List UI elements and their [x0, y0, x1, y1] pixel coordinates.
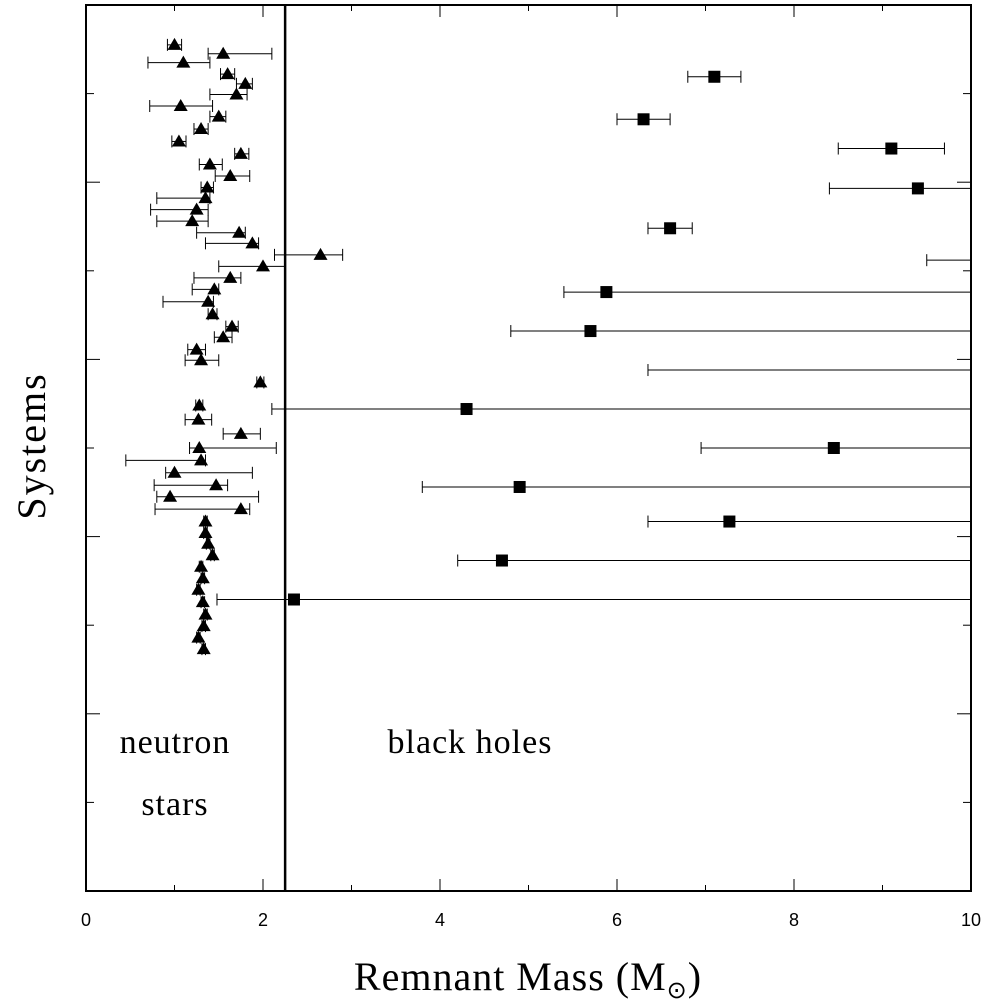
neutron-star-point: [167, 465, 182, 478]
neutron-star-point: [194, 559, 209, 572]
y-axis-label: Systems: [9, 372, 54, 519]
neutron-star-point: [192, 441, 207, 453]
black-hole-point: [723, 515, 736, 528]
black-hole-point: [885, 142, 898, 155]
neutron-star-point: [238, 76, 253, 89]
neutron-star-point: [233, 146, 248, 159]
neutron-label: neutron: [120, 724, 231, 761]
neutron-star-point: [189, 342, 204, 355]
neutron-star-point: [229, 87, 244, 100]
neutron-star-point: [216, 46, 231, 59]
neutron-star-point: [205, 548, 220, 561]
neutron-star-point: [233, 426, 248, 439]
black-hole-point: [911, 182, 924, 195]
neutron-star-point: [196, 619, 211, 632]
neutron-star-point: [209, 478, 224, 491]
neutron-star-point: [191, 582, 206, 595]
x-tick-label: 0: [81, 910, 91, 930]
neutron-star-point: [194, 122, 209, 135]
neutron-star-point: [201, 294, 216, 307]
neutron-star-point: [253, 375, 268, 388]
neutron-star-point: [198, 526, 213, 539]
neutron-star-point: [256, 259, 270, 272]
black-hole-point: [708, 70, 721, 83]
black-hole-point: [460, 403, 473, 416]
x-axis-label: Remnant Mass (M⊙): [354, 954, 702, 1004]
neutron-star-point: [191, 630, 206, 643]
x-tick-label: 8: [789, 910, 799, 930]
axis-ticks: 0 2 4 6 8 10: [81, 5, 981, 930]
neutron-star-point: [194, 353, 209, 366]
neutron-star-point: [192, 398, 207, 411]
black-hole-point: [600, 286, 613, 299]
neutron-star-point: [194, 453, 209, 466]
neutron-star-point: [185, 214, 200, 227]
neutron-star-point: [173, 99, 188, 112]
black-hole-point: [513, 480, 526, 493]
neutron-star-point: [200, 180, 215, 193]
x-tick-label: 10: [961, 910, 981, 930]
x-axis-label-close: ): [688, 954, 702, 999]
x-tick-label: 2: [258, 910, 268, 930]
black-hole-point: [637, 113, 650, 126]
black-hole-point: [664, 222, 677, 235]
neutron-star-point: [223, 270, 238, 283]
neutron-star-point: [191, 412, 206, 425]
stars-label: stars: [141, 786, 208, 823]
plot-frame: [85, 4, 972, 892]
black-hole-point: [827, 442, 840, 454]
neutron-star-point: [198, 191, 213, 204]
neutron-star-point: [225, 319, 240, 332]
neutron-star-point: [232, 225, 247, 238]
neutron-star-point: [205, 307, 220, 320]
neutron-star-point: [189, 202, 204, 215]
neutron-star-point: [216, 330, 231, 343]
neutron-star-point: [202, 157, 217, 170]
neutron-star-series: [125, 37, 344, 656]
neutron-star-point: [211, 109, 226, 122]
black-hole-point: [287, 593, 300, 606]
neutron-star-point: [176, 55, 191, 68]
neutron-star-point: [198, 514, 213, 527]
black-hole-point: [584, 325, 597, 338]
black-hole-point: [495, 554, 508, 567]
neutron-star-point: [223, 168, 238, 181]
x-tick-label: 4: [435, 910, 445, 930]
neutron-star-point: [195, 571, 210, 584]
black-hole-series: [216, 70, 971, 606]
neutron-star-point: [196, 642, 211, 655]
neutron-star-point: [171, 134, 186, 147]
solar-symbol: ⊙: [667, 978, 688, 1004]
neutron-star-point: [245, 236, 260, 249]
neutron-star-point: [167, 37, 182, 50]
neutron-star-point: [220, 67, 235, 80]
x-tick-label: 6: [612, 910, 622, 930]
neutron-star-point: [207, 282, 222, 295]
x-axis-label-text: Remnant Mass (M: [354, 954, 667, 999]
neutron-star-point: [163, 489, 178, 502]
neutron-star-point: [313, 247, 328, 260]
neutron-star-point: [201, 536, 216, 549]
neutron-star-point: [233, 502, 248, 515]
chart-marks: [125, 37, 971, 656]
black-holes-label: black holes: [388, 724, 553, 761]
neutron-star-point: [195, 595, 210, 608]
neutron-star-point: [198, 607, 213, 620]
